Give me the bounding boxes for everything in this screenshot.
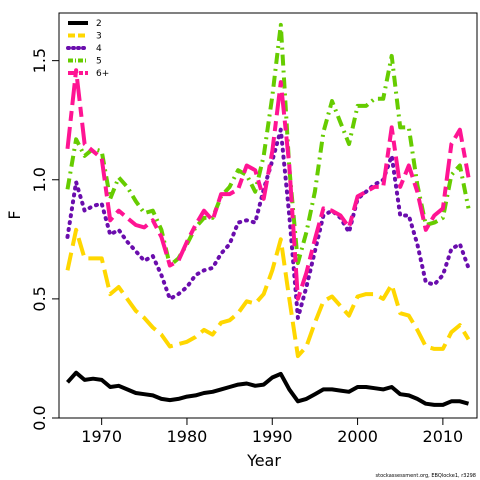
x-tick-label: 2000 [337, 427, 378, 446]
legend-label: 2 [96, 19, 102, 29]
plot-frame [58, 12, 478, 419]
series-lines [65, 22, 471, 407]
legend-label: 6+ [96, 69, 109, 79]
legend-label: 4 [96, 44, 102, 54]
series-line-5 [65, 22, 471, 268]
y-tick-label: 0.0 [30, 405, 49, 430]
x-axis-title: Year [246, 451, 281, 470]
legend-label: 5 [96, 57, 102, 67]
credit-text: stockassessment.org, EBQlocke1, r3298 [376, 473, 476, 479]
x-tick-label: 1990 [252, 427, 293, 446]
series-line-3 [65, 227, 471, 359]
series-line-6plus [65, 68, 471, 301]
legend-label: 3 [96, 32, 102, 42]
legend: 2 3 4 5 6+ [66, 19, 109, 79]
series-line-4 [65, 127, 471, 320]
x-axis: 1970 1980 1990 2000 2010 [81, 418, 463, 446]
y-tick-label: 1.0 [30, 167, 49, 192]
y-tick-label: 0.5 [30, 286, 49, 311]
x-tick-label: 2010 [423, 427, 464, 446]
y-axis-title: F [5, 210, 24, 219]
y-axis: 0.0 0.5 1.0 1.5 [30, 48, 59, 431]
series-line-2 [66, 370, 470, 407]
y-tick-label: 1.5 [30, 48, 49, 73]
x-tick-label: 1970 [81, 427, 122, 446]
x-tick-label: 1980 [167, 427, 208, 446]
